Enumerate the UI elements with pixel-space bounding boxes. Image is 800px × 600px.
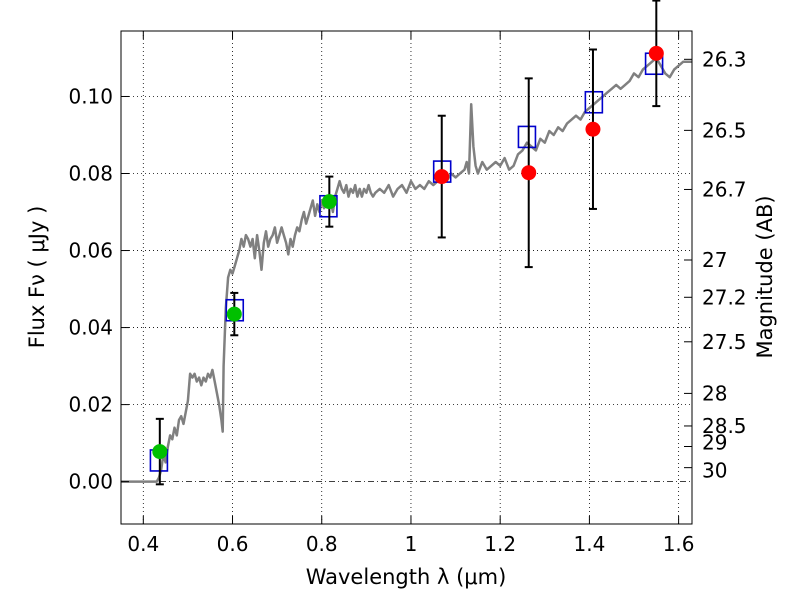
magnitude-tick-label: 30 bbox=[702, 459, 727, 483]
y-axis: 0.00 0.02 0.04 0.06 0.08 0.10 bbox=[68, 84, 129, 494]
magnitude-tick-label: 26.3 bbox=[702, 47, 747, 71]
observed-flux-point bbox=[226, 306, 242, 322]
observed-flux-point bbox=[434, 169, 450, 185]
y-tick-label: 0.00 bbox=[68, 470, 113, 494]
x-tick-label: 1.2 bbox=[484, 532, 516, 556]
x-tick-label: 0.8 bbox=[306, 532, 338, 556]
plot-frame bbox=[120, 30, 693, 525]
y-tick-label: 0.08 bbox=[68, 162, 113, 186]
x-tick-label: 1.4 bbox=[573, 532, 605, 556]
marker-layer bbox=[149, 0, 664, 486]
x-axis: 0.4 0.6 0.8 1 1.2 1.4 1.6 bbox=[127, 31, 695, 556]
magnitude-tick-label: 26.7 bbox=[702, 177, 747, 201]
observed-flux-point bbox=[648, 45, 664, 61]
magnitude-tick-label: 27 bbox=[702, 248, 727, 272]
observed-flux-point bbox=[152, 444, 168, 460]
magnitude-tick-label: 28 bbox=[702, 381, 727, 405]
observed-flux-point bbox=[585, 121, 601, 137]
magnitude-tick-label: 29 bbox=[702, 431, 727, 455]
magnitude-tick-label: 27.5 bbox=[702, 330, 747, 354]
model-spectrum-line bbox=[121, 56, 692, 483]
plot-background bbox=[121, 31, 692, 524]
y-tick-label: 0.02 bbox=[68, 393, 113, 417]
magnitude-tick-label: 28.5 bbox=[702, 414, 747, 438]
y-axis-label: Flux Fν ( μJy ) bbox=[25, 206, 49, 349]
observed-flux-point bbox=[521, 165, 537, 181]
data-layer bbox=[121, 56, 692, 483]
magnitude-axis-label: Magnitude (AB) bbox=[753, 195, 777, 358]
x-tick-label: 0.4 bbox=[127, 532, 159, 556]
model-band-flux-box bbox=[517, 125, 537, 149]
y-tick-label: 0.04 bbox=[68, 316, 113, 340]
grid-lines bbox=[121, 31, 692, 524]
observed-flux-point bbox=[321, 194, 337, 210]
y-tick-label: 0.06 bbox=[68, 239, 113, 263]
y-tick-label: 0.10 bbox=[68, 84, 113, 108]
x-tick-label: 1.6 bbox=[663, 532, 695, 556]
magnitude-tick-label: 26.5 bbox=[702, 118, 747, 142]
magnitude-tick-label: 27.2 bbox=[702, 285, 747, 309]
magnitude-axis: 26.3 26.5 26.7 27 27.2 27.5 28 28.529 30 bbox=[684, 47, 747, 483]
x-axis-label: Wavelength λ (μm) bbox=[306, 565, 507, 589]
x-tick-label: 0.6 bbox=[217, 532, 249, 556]
x-tick-label: 1 bbox=[405, 532, 418, 556]
